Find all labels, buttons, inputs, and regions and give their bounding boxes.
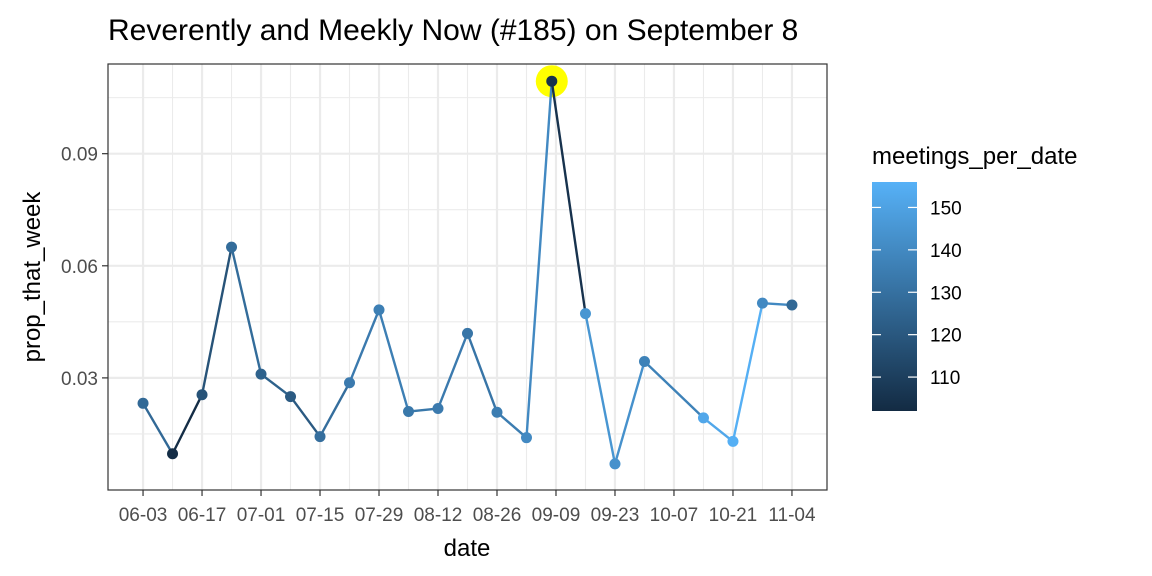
data-point (167, 448, 179, 460)
data-point (786, 299, 798, 311)
line-segment (613, 360, 646, 466)
line-segment (702, 416, 735, 443)
data-point (491, 406, 503, 418)
data-point (403, 406, 415, 418)
x-axis-title: date (444, 535, 491, 562)
line-segment (495, 411, 528, 439)
legend-colorbar (872, 182, 917, 411)
data-point (462, 327, 473, 339)
line-segment (436, 332, 469, 410)
data-point (579, 308, 591, 320)
data-point (137, 397, 149, 409)
line-segment (525, 79, 553, 439)
line-segment (230, 245, 263, 376)
y-tick-label: 0.03 (61, 369, 98, 390)
x-tick-label: 07-29 (355, 505, 404, 526)
x-tick-label: 10-21 (709, 505, 758, 526)
data-point (432, 403, 444, 415)
line-segment (289, 395, 322, 438)
y-tick-label: 0.09 (61, 145, 98, 166)
x-tick-label: 08-12 (414, 505, 463, 526)
line-segment (141, 402, 174, 455)
line-segment (377, 308, 410, 413)
legend-tick-label: 120 (930, 326, 962, 347)
line-segment (259, 372, 292, 398)
line-segment (200, 245, 233, 396)
y-tick-label: 0.06 (61, 257, 98, 278)
line-segment (550, 79, 587, 315)
data-point (226, 241, 238, 253)
major-gridlines (108, 64, 827, 490)
legend-tick-label: 140 (930, 241, 962, 262)
x-tick-label: 06-17 (178, 505, 227, 526)
line-segment (171, 393, 204, 455)
legend-ticks: 110 120 130 140 150 (872, 198, 962, 389)
data-point (344, 377, 356, 389)
x-tick-label: 10-07 (650, 505, 699, 526)
legend-tick-label: 110 (930, 368, 960, 389)
x-tick-label: 06-03 (119, 505, 168, 526)
x-tick-label: 09-23 (591, 505, 640, 526)
y-axis: 0.03 0.06 0.09 (61, 145, 108, 390)
panel-border (107, 63, 828, 491)
plot-panel (107, 63, 828, 491)
series-points (137, 75, 798, 470)
data-point (727, 435, 739, 447)
line-segment (348, 308, 381, 384)
x-tick-label: 11-04 (768, 505, 816, 526)
data-point (314, 431, 326, 443)
chart-title: Reverently and Meekly Now (#185) on Sept… (108, 14, 798, 47)
legend-title: meetings_per_date (872, 143, 1077, 170)
x-axis: 06-03 06-17 07-01 07-15 07-29 08-12 08-26 09-09… (119, 490, 816, 526)
line-segment (584, 312, 617, 466)
data-point (697, 412, 709, 424)
data-point (756, 297, 768, 309)
x-tick-label: 08-26 (473, 505, 522, 526)
series-lines (141, 79, 794, 466)
data-point (255, 368, 267, 380)
line-segment (643, 360, 705, 420)
line-segment (466, 332, 499, 414)
x-tick-label: 07-15 (296, 505, 345, 526)
x-tick-label: 09-09 (532, 505, 581, 526)
x-tick-label: 07-01 (237, 505, 286, 526)
legend-tick-label: 150 (930, 198, 962, 219)
y-axis-title: prop_that_week (19, 191, 46, 363)
data-point (285, 391, 297, 403)
line-segment (731, 301, 764, 443)
data-point (609, 458, 621, 470)
data-point (196, 389, 208, 401)
data-point (546, 75, 558, 87)
data-point (373, 304, 385, 316)
legend-tick-label: 130 (930, 283, 962, 304)
data-point (638, 355, 650, 367)
line-segment (318, 381, 351, 438)
data-point (520, 432, 532, 444)
legend: meetings_per_date 110 120 130 140 150 (872, 143, 1077, 411)
